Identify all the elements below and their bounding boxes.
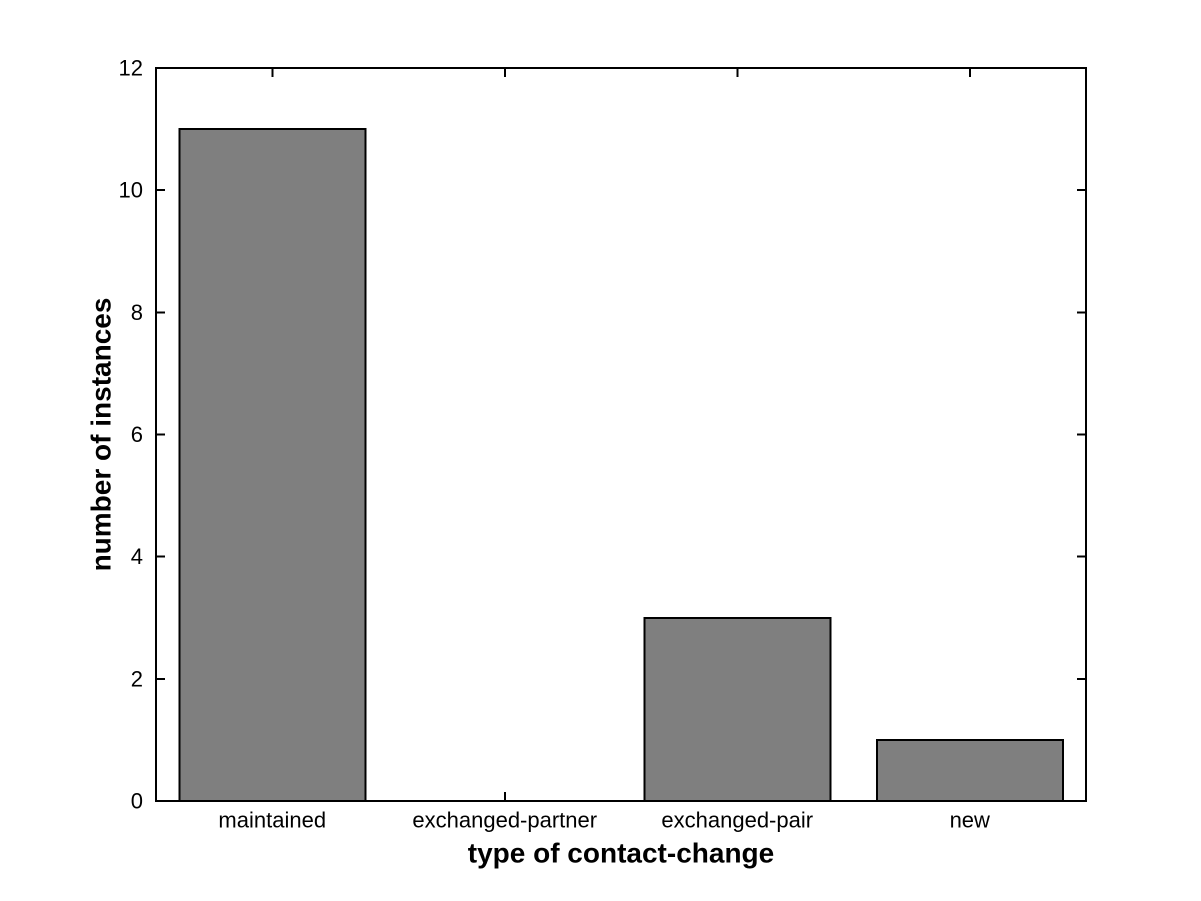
- y-tick-label: 4: [131, 544, 143, 569]
- bar-exchanged-pair: [643, 616, 832, 802]
- y-tick-label: 2: [131, 666, 143, 691]
- y-tick-label: 6: [131, 422, 143, 447]
- x-axis-label: type of contact-change: [468, 838, 774, 869]
- bar-new: [875, 738, 1064, 803]
- y-tick-label: 0: [131, 789, 143, 814]
- y-tick-label: 10: [119, 178, 143, 203]
- y-tick-label: 8: [131, 300, 143, 325]
- x-tick-label: new: [950, 808, 990, 833]
- y-tick-label: 12: [119, 56, 143, 81]
- axes-box: [155, 67, 1087, 802]
- x-tick-label: exchanged-partner: [412, 808, 597, 833]
- x-tick-label: exchanged-pair: [661, 808, 813, 833]
- bar-maintained: [178, 128, 367, 803]
- x-tick-label: maintained: [218, 808, 326, 833]
- y-axis-label: number of instances: [86, 298, 117, 572]
